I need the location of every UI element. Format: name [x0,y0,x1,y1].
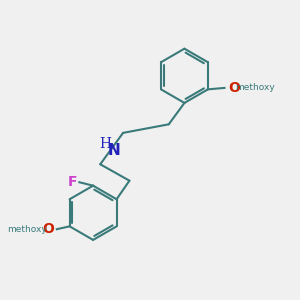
Text: O: O [43,222,55,236]
Text: H: H [99,137,111,151]
Text: methoxy: methoxy [7,225,47,234]
Text: methoxy: methoxy [235,83,275,92]
Text: N: N [108,143,120,158]
Text: O: O [228,81,240,95]
Text: F: F [68,175,78,189]
